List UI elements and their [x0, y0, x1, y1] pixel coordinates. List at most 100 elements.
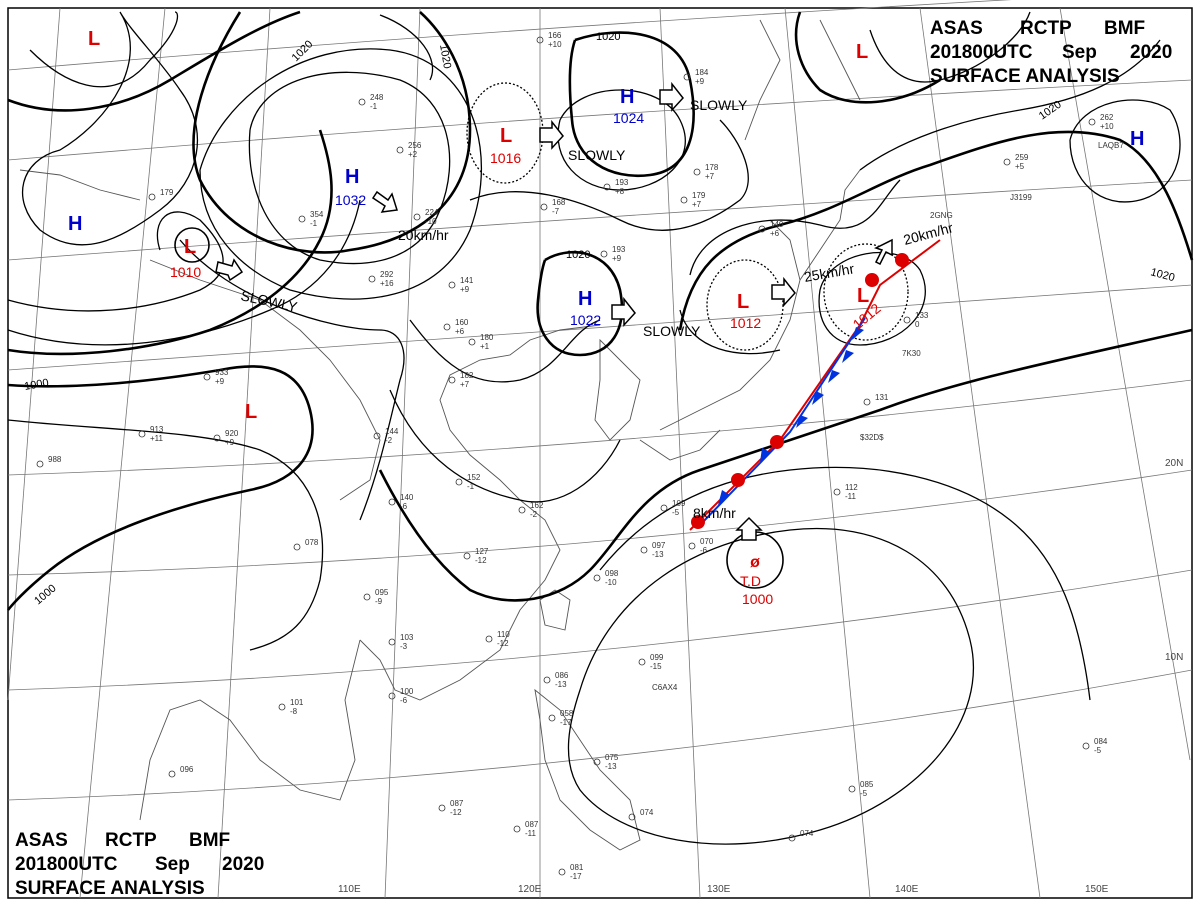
- station-pressure: 162: [530, 501, 544, 510]
- station-tendency: -15: [650, 662, 662, 671]
- station-marker: [438, 804, 446, 812]
- station-plot: 179: [148, 188, 174, 201]
- station-tendency: +9: [225, 438, 235, 447]
- station-plot: 087-11: [513, 820, 539, 838]
- station-tendency: -10: [425, 217, 437, 226]
- l-1012-korea-letter: L: [737, 291, 749, 313]
- station-marker: [833, 488, 841, 496]
- station-tendency: -5: [1094, 746, 1102, 755]
- station-pressure: 074: [640, 808, 654, 817]
- isobar-1020-h1024: [568, 31, 695, 178]
- station-marker: [455, 478, 463, 486]
- station-pressure: 140: [770, 220, 784, 229]
- station-pressure: 085: [860, 780, 874, 789]
- station-plot: 180+1: [468, 333, 494, 351]
- isobars-thin: [7, 11, 1181, 845]
- isobar-label: 1000: [23, 377, 49, 393]
- stationary-front: [689, 239, 941, 531]
- station-marker: [536, 36, 544, 44]
- footer-month: Sep: [155, 854, 190, 875]
- footer-station: RCTP: [105, 830, 157, 851]
- lon-label-130e: 130E: [707, 884, 731, 895]
- station-tendency: -6: [700, 546, 708, 555]
- station-pressure: 100: [400, 687, 414, 696]
- station-tendency: -13: [652, 550, 664, 559]
- station-marker: [443, 323, 451, 331]
- station-tendency: -12: [497, 639, 509, 648]
- station-marker: [593, 758, 601, 766]
- isobar-1020-west: [7, 10, 301, 112]
- station-plot: 140+6: [758, 220, 784, 238]
- l1012-korea-contour: [706, 259, 784, 351]
- isobar: [29, 11, 179, 88]
- station-marker: [640, 546, 648, 554]
- h-1024-letter: H: [620, 86, 634, 108]
- station-marker: [363, 593, 371, 601]
- station-pressure: 084: [1094, 737, 1108, 746]
- station-pressure: 144: [385, 427, 399, 436]
- station-tendency: -11: [525, 829, 537, 838]
- station-marker: [168, 770, 176, 778]
- motion-h1024: SLOWLY: [690, 97, 748, 113]
- isobar-1020-west-2: [192, 11, 472, 254]
- station-tendency: +2: [408, 150, 418, 159]
- arrow-h1032: [371, 190, 398, 213]
- header-top: ASAS RCTP BMF 201800UTC Sep 2020 SURFACE…: [930, 18, 1172, 87]
- station-tendency: -13: [555, 680, 567, 689]
- station-plot: 256+2: [396, 141, 422, 159]
- footer-title: SURFACE ANALYSIS: [15, 878, 205, 899]
- station-tendency: -11: [845, 492, 857, 501]
- header-time: 201800UTC: [930, 42, 1033, 63]
- station-pressure: 110: [497, 630, 510, 639]
- station-tendency: -6: [400, 502, 408, 511]
- station-pressure: 913: [150, 425, 164, 434]
- station-pressure: 109: [672, 499, 686, 508]
- station-marker: [593, 574, 601, 582]
- station-plot: 112-11: [833, 483, 858, 501]
- station-tendency: -1: [467, 482, 475, 491]
- station-pressure: 988: [48, 455, 62, 464]
- station-plot: 085-5: [848, 780, 874, 798]
- td-marker: ø: [750, 554, 760, 571]
- station-tendency: +9: [215, 377, 225, 386]
- station-plot: 087-12: [438, 799, 464, 817]
- isobar-label: 1020: [596, 31, 620, 43]
- station-marker: [138, 430, 146, 438]
- isobar: [679, 309, 781, 355]
- station-pressure: 182: [460, 371, 474, 380]
- h-ne: H: [1130, 128, 1144, 150]
- station-marker: [903, 316, 911, 324]
- station-plot: 103-3: [388, 633, 414, 651]
- station-plot: 920+9: [213, 429, 239, 447]
- header-agency: ASAS: [930, 18, 983, 39]
- station-pressure: 180: [480, 333, 494, 342]
- isobar-1000-west: [6, 365, 314, 611]
- station-marker: [485, 635, 493, 643]
- isobar: [567, 527, 975, 845]
- l-1016-value: 1016: [490, 150, 521, 166]
- isobar: [179, 239, 405, 521]
- isobars-thick: [6, 10, 1194, 611]
- station-pressure: 178: [705, 163, 719, 172]
- station-pressure: 074: [800, 829, 814, 838]
- warm-front-symbols: [691, 253, 909, 529]
- station-pressure: 920: [225, 429, 239, 438]
- lat-label-20n: 20N: [1165, 458, 1183, 469]
- station-marker: [518, 506, 526, 514]
- station-plot: 100-6: [388, 687, 414, 705]
- station-pressure: 256: [408, 141, 422, 150]
- motion-front: 8km/hr: [693, 505, 736, 521]
- station-tendency: -1: [370, 102, 378, 111]
- station-marker: [448, 376, 456, 384]
- station-plot: 097-13: [640, 541, 666, 559]
- station-tendency: +7: [460, 380, 470, 389]
- arrow-h1022: [611, 296, 636, 327]
- station-plot: 248-1: [358, 93, 384, 111]
- station-marker: [548, 714, 556, 722]
- footer-time: 201800UTC: [15, 854, 118, 875]
- station-plot: 070-6: [688, 537, 714, 555]
- station-marker: [638, 658, 646, 666]
- station-pressure: 140: [400, 493, 414, 502]
- station-pressure: 184: [695, 68, 709, 77]
- station-marker: [848, 785, 856, 793]
